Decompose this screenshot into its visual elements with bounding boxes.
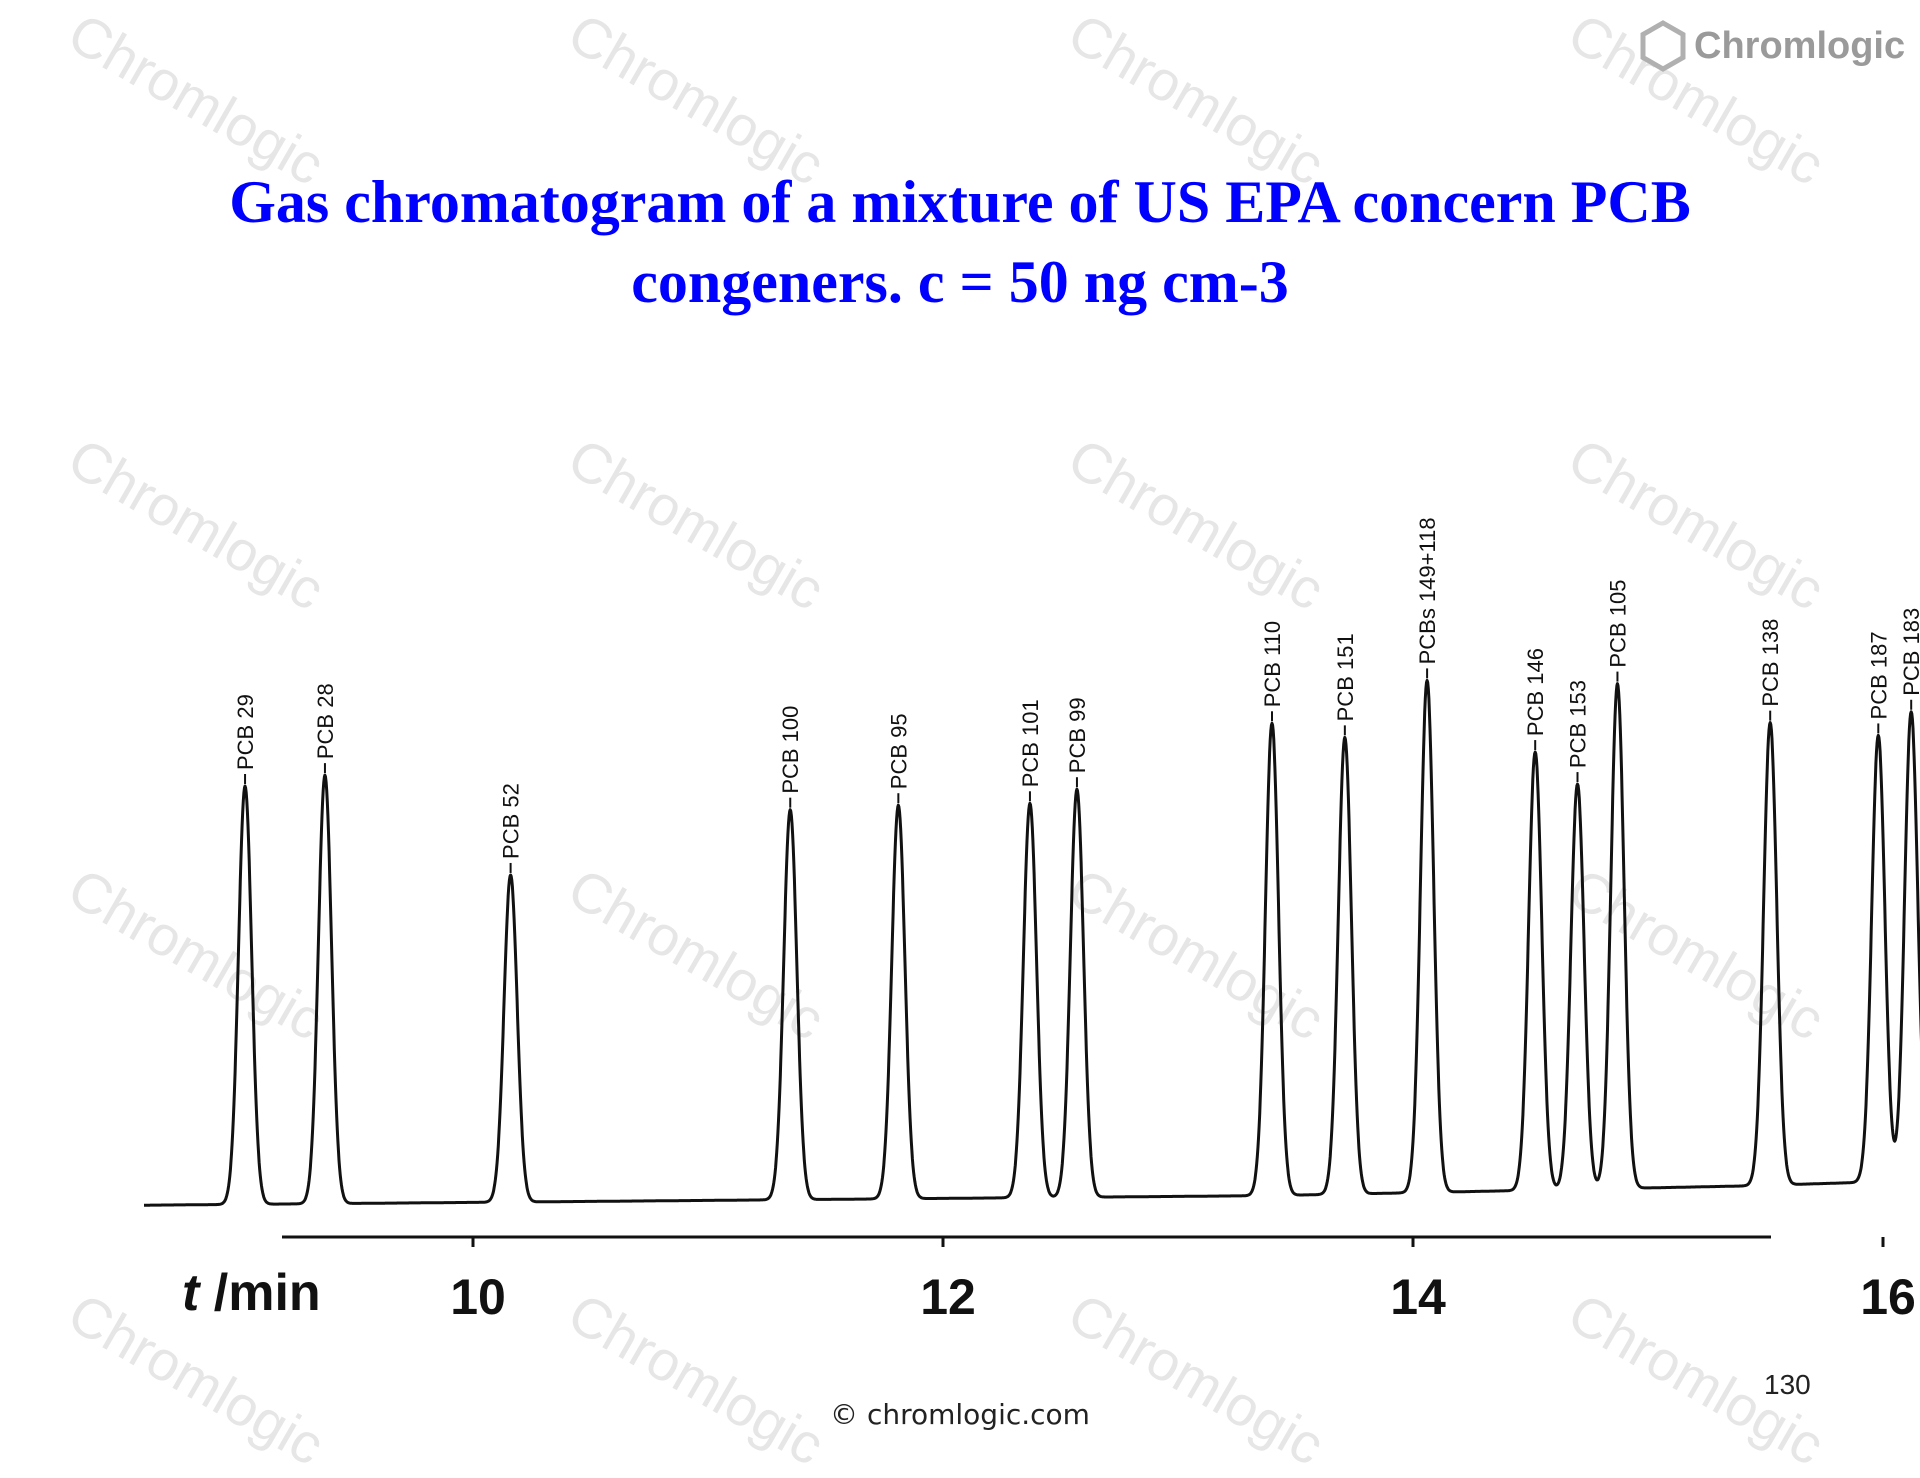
- page-number: 130: [1764, 1369, 1811, 1400]
- peak-marker: PCBs 149+118: [1415, 517, 1440, 679]
- peak-marker: PCB 29: [233, 694, 258, 784]
- logo-text: Chromlogic: [1694, 24, 1906, 67]
- peak-marker: PCB 187: [1866, 631, 1891, 734]
- page-title: Gas chromatogram of a mixture of US EPA …: [140, 162, 1780, 322]
- peak-marker: PCB 101: [1018, 699, 1043, 802]
- peak-label-layer: PCB 29 PCB 28 PCB 52 PCB 100 PCB 95 PCB 101 PC…: [233, 517, 1920, 873]
- peak-label: PCB 151: [1333, 633, 1358, 721]
- peak-label: PCB 146: [1523, 648, 1548, 736]
- peak-label: PCB 138: [1758, 619, 1783, 707]
- peak-label: PCB 183: [1899, 608, 1920, 696]
- hexagon-logo-icon: [1640, 20, 1686, 72]
- peak-label: PCB 29: [233, 694, 258, 770]
- peak-marker: PCB 52: [499, 783, 524, 873]
- peak-label: PCB 99: [1065, 697, 1090, 773]
- peak-marker: PCB 183: [1899, 608, 1920, 710]
- chromatogram-chart: PCB 29 PCB 28 PCB 52 PCB 100 PCB 95 PCB 101 PC…: [143, 517, 1920, 1325]
- peak-marker: PCB 153: [1566, 680, 1591, 783]
- peak-label: PCB 110: [1260, 621, 1285, 707]
- peak-marker: PCB 99: [1065, 697, 1090, 788]
- brand-logo: Chromlogic: [1640, 20, 1905, 72]
- chromatogram-trace: [143, 678, 1920, 1207]
- peak-marker: PCB 138: [1758, 619, 1783, 721]
- peak-marker: PCB 151: [1333, 633, 1358, 736]
- copyright-text: © chromlogic.com: [830, 1398, 1090, 1431]
- peak-marker: PCB 100: [778, 706, 803, 808]
- x-axis: 101214161820t /min: [182, 1235, 1916, 1325]
- peak-label: PCB 153: [1566, 680, 1591, 768]
- x-tick-label: 16: [1860, 1269, 1916, 1325]
- peak-marker: PCB 105: [1605, 580, 1630, 682]
- peak-label: PCB 187: [1866, 631, 1891, 719]
- peak-marker: PCB 110: [1260, 621, 1285, 722]
- x-tick-label: 14: [1390, 1269, 1446, 1325]
- title-line-1: Gas chromatogram of a mixture of US EPA …: [229, 169, 1691, 235]
- peak-marker: PCB 95: [886, 713, 911, 804]
- peak-label: PCB 28: [313, 683, 338, 759]
- title-line-2: congeners. c = 50 ng cm-3: [631, 249, 1289, 315]
- x-tick-label: 10: [450, 1269, 506, 1325]
- peak-label: PCB 105: [1605, 580, 1630, 668]
- peak-label: PCBs 149+118: [1415, 517, 1440, 664]
- peak-marker: PCB 146: [1523, 648, 1548, 751]
- peak-label: PCB 100: [778, 706, 803, 794]
- x-axis-label: t /min: [182, 1264, 321, 1322]
- peak-label: PCB 101: [1018, 699, 1043, 787]
- peak-label: PCB 52: [499, 783, 524, 859]
- peak-label: PCB 95: [886, 713, 911, 789]
- x-tick-label: 12: [920, 1269, 976, 1325]
- trace-layer: [143, 678, 1920, 1207]
- peak-marker: PCB 28: [313, 683, 338, 774]
